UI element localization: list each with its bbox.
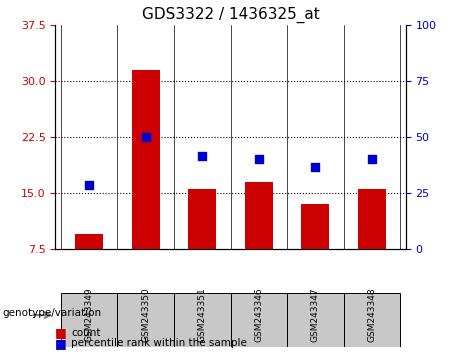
Text: GSM243348: GSM243348 [367, 288, 376, 342]
Point [86, 183, 93, 188]
Bar [131, 70, 160, 249]
Point [255, 156, 262, 162]
Point [199, 153, 206, 158]
Text: GSM243349: GSM243349 [85, 288, 94, 342]
FancyBboxPatch shape [230, 293, 287, 347]
Text: GSM243346: GSM243346 [254, 288, 263, 342]
Point [312, 164, 319, 170]
Text: genotype/variation: genotype/variation [2, 308, 101, 318]
FancyBboxPatch shape [118, 293, 174, 347]
Text: GSM243347: GSM243347 [311, 288, 320, 342]
Text: GSM243351: GSM243351 [198, 288, 207, 342]
Text: GSM243350: GSM243350 [141, 288, 150, 342]
Bar [75, 234, 103, 249]
Bar [358, 189, 386, 249]
FancyBboxPatch shape [61, 293, 118, 347]
FancyBboxPatch shape [343, 293, 400, 347]
Bar [188, 189, 216, 249]
Title: GDS3322 / 1436325_at: GDS3322 / 1436325_at [142, 7, 319, 23]
Text: ■: ■ [55, 326, 67, 339]
Text: percentile rank within the sample: percentile rank within the sample [71, 338, 248, 348]
Bar [245, 182, 273, 249]
FancyBboxPatch shape [174, 293, 230, 347]
Point [142, 134, 149, 140]
Point [368, 156, 375, 162]
Text: ■: ■ [55, 337, 67, 350]
FancyBboxPatch shape [287, 293, 343, 347]
Bar [301, 204, 330, 249]
Text: count: count [71, 328, 101, 338]
